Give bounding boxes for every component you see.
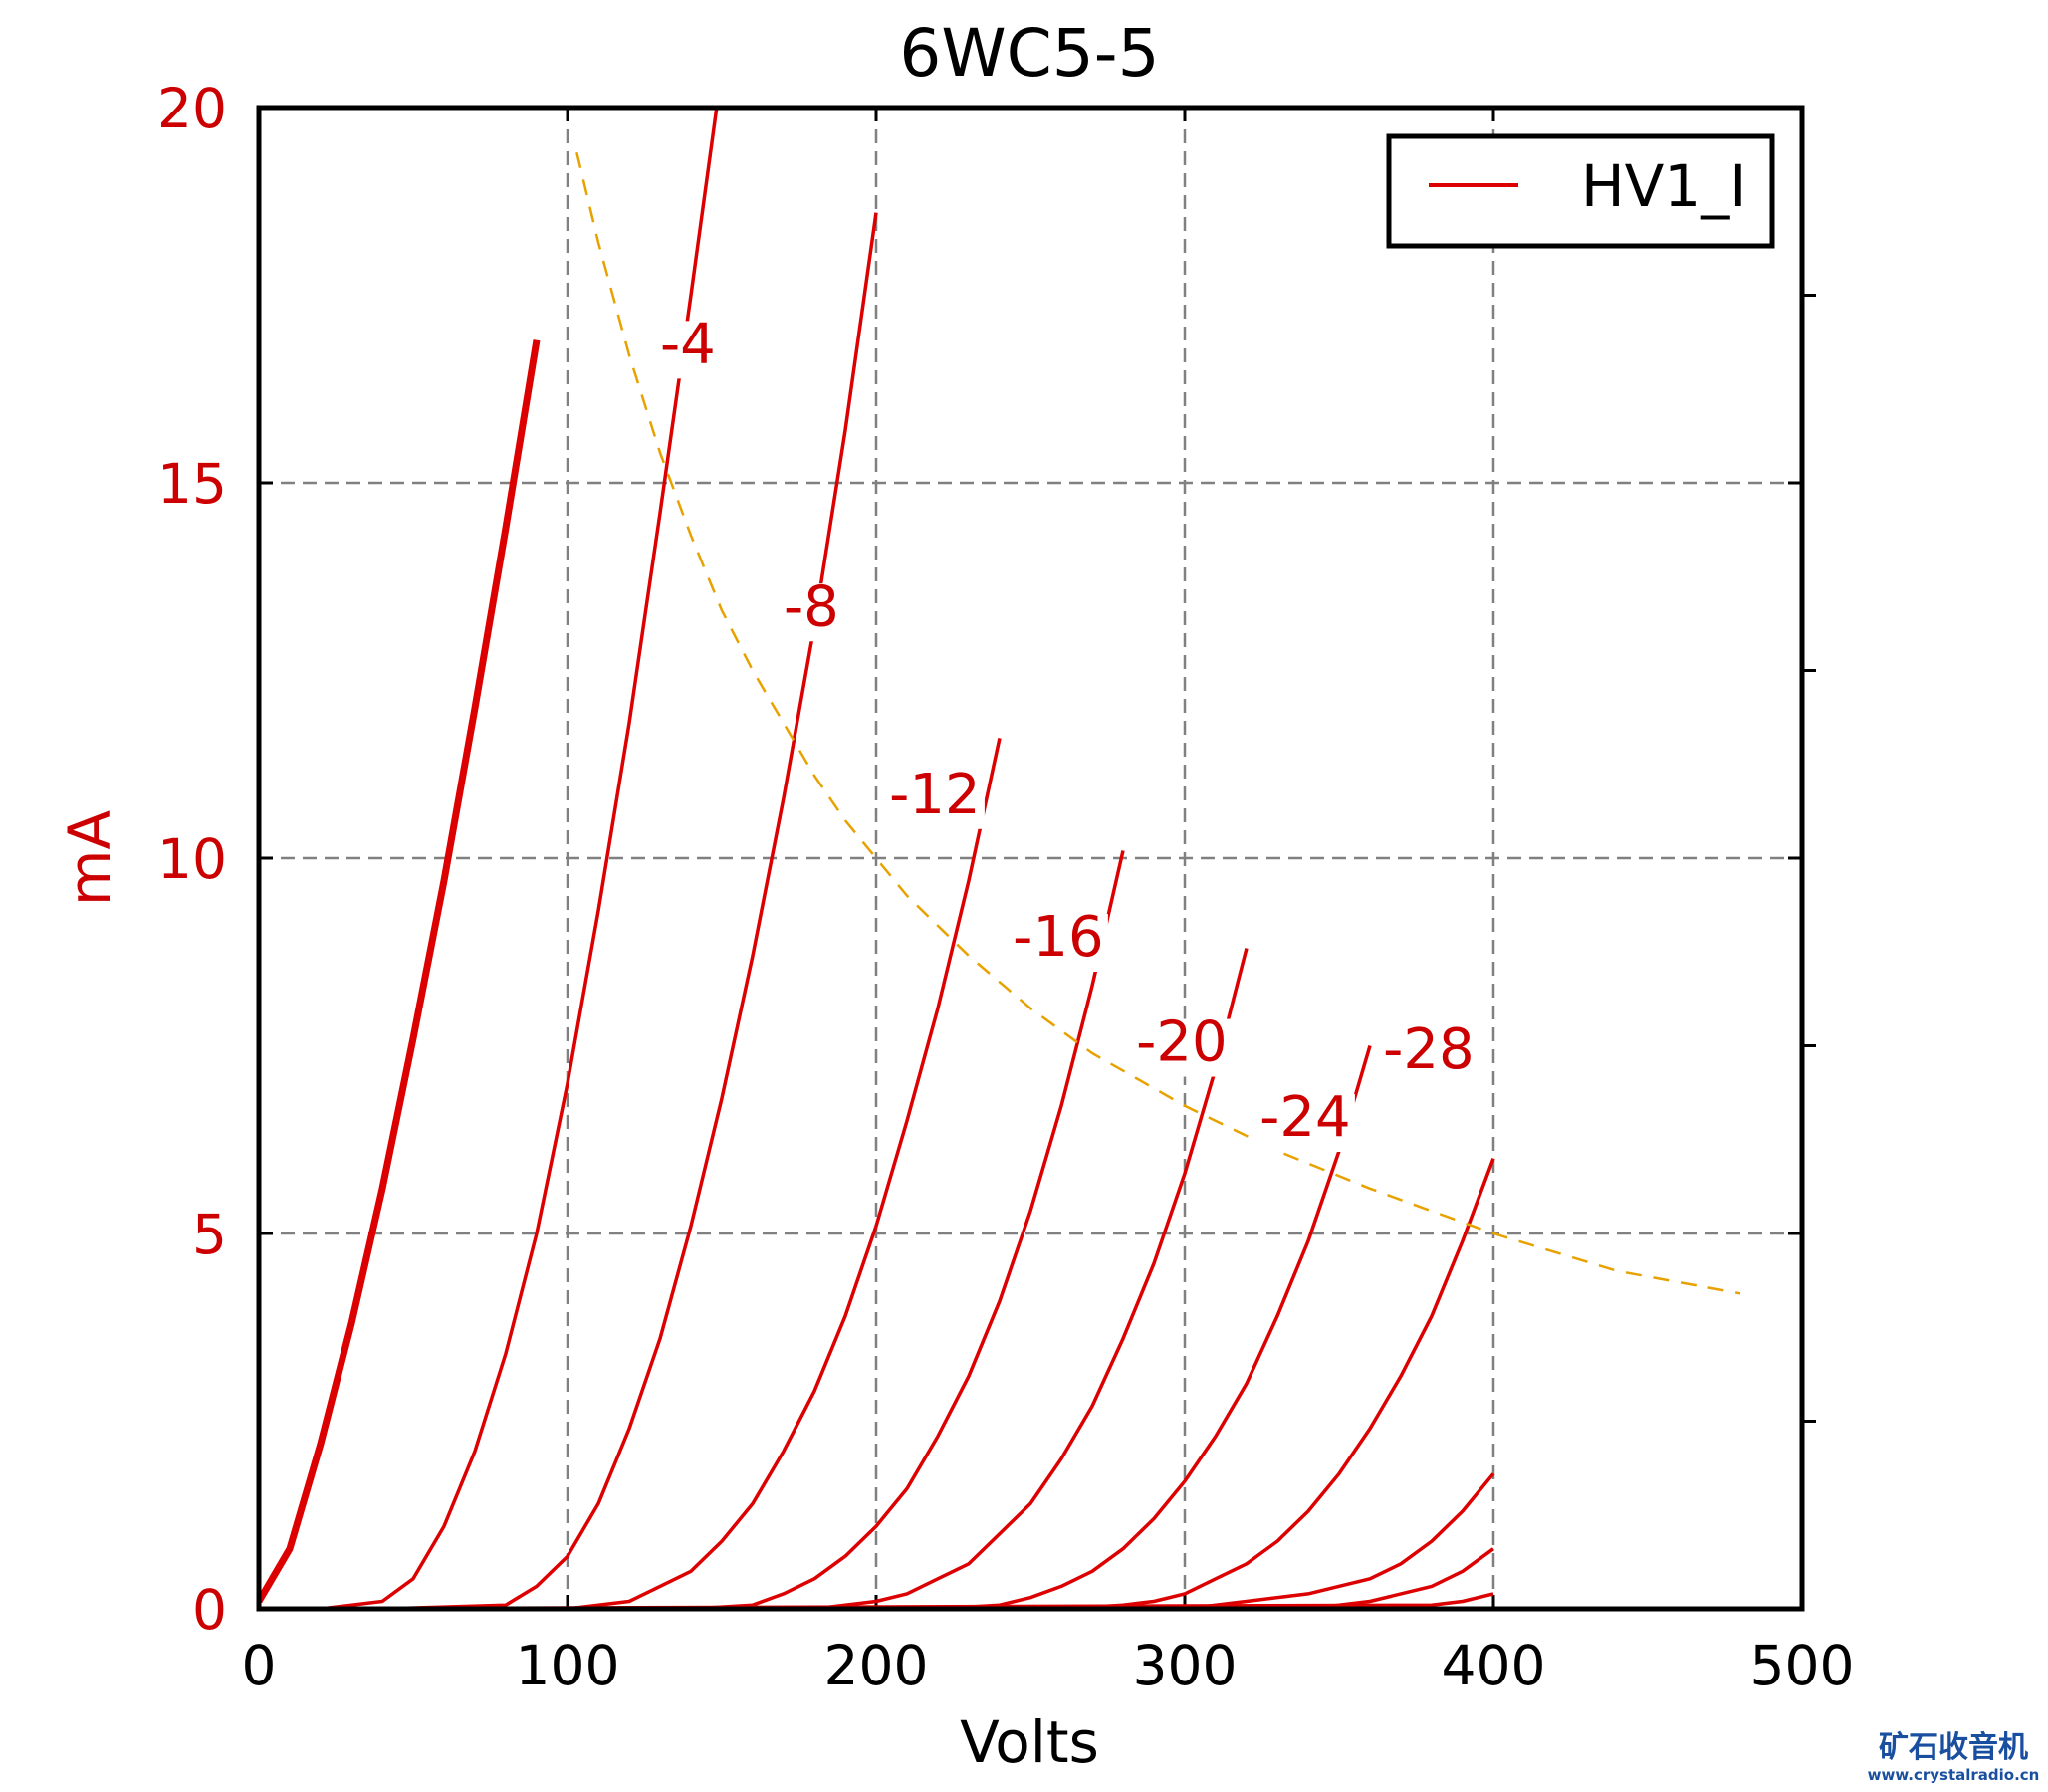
curve-gneg16	[259, 850, 1125, 1609]
x-tick-label: 500	[1750, 1634, 1855, 1697]
curve-gneg8	[259, 212, 878, 1609]
plot-frame	[256, 105, 1805, 1612]
curve-label-bg	[1254, 1093, 1355, 1152]
y-tick-label: 15	[157, 452, 227, 516]
curve-label: -16	[1013, 905, 1103, 970]
legend-label: HV1_I	[1581, 152, 1746, 220]
curve-label: -12	[889, 763, 980, 827]
x-tick-label: 0	[242, 1634, 277, 1697]
curve-label-bg	[1131, 1018, 1232, 1077]
curve-label: -4	[660, 312, 716, 376]
y-tick-label: 5	[192, 1203, 227, 1266]
curve-gneg4	[259, 108, 719, 1609]
y-tick-label: 0	[192, 1578, 227, 1642]
curve-g0	[259, 339, 541, 1604]
curve-label-bg	[884, 771, 985, 829]
curve-gneg28	[259, 1157, 1495, 1609]
watermark: 矿石收音机 www.crystalradio.cn	[1868, 1730, 2040, 1784]
chart-title: 6WC5-5	[899, 15, 1159, 92]
load-line	[575, 151, 1741, 1295]
grid	[259, 108, 1802, 1609]
x-axis-label: Volts	[960, 1708, 1099, 1776]
x-tick-label: 400	[1442, 1634, 1546, 1697]
x-tick-label: 100	[516, 1634, 620, 1697]
watermark-cn: 矿石收音机	[1879, 1730, 2028, 1765]
curve-gneg24	[259, 1045, 1372, 1609]
watermark-url: www.crystalradio.cn	[1868, 1766, 2040, 1784]
y-tick-label: 10	[157, 827, 227, 891]
legend: HV1_I	[1386, 133, 1775, 249]
x-tick-label: 300	[1133, 1634, 1238, 1697]
curve-label-bg	[1008, 914, 1108, 973]
curve-gneg20	[259, 948, 1249, 1609]
y-axis-label: mA	[56, 810, 123, 906]
curve-label-bg	[637, 321, 738, 379]
curve-label-bg	[1378, 1026, 1479, 1085]
curve-label: -8	[784, 574, 839, 639]
curve-gneg36	[259, 1547, 1495, 1609]
curve-label: -28	[1383, 1017, 1474, 1082]
y-tick-labels: 0 5 10 15 20	[157, 77, 227, 1642]
load-line-group	[575, 151, 1741, 1295]
curve-gneg12	[259, 738, 1002, 1609]
curve-label: -20	[1136, 1010, 1227, 1075]
curve-labels: -4 -8 -12 -16 -20 -24 -28	[637, 312, 1479, 1152]
curve-label-bg	[761, 583, 861, 642]
x-tick-labels: 0 100 200 300 400 500	[242, 1634, 1855, 1697]
x-tick-label: 200	[824, 1634, 929, 1697]
curve-label: -24	[1259, 1085, 1350, 1150]
y-tick-label: 20	[157, 77, 227, 140]
legend-box	[1386, 133, 1775, 249]
